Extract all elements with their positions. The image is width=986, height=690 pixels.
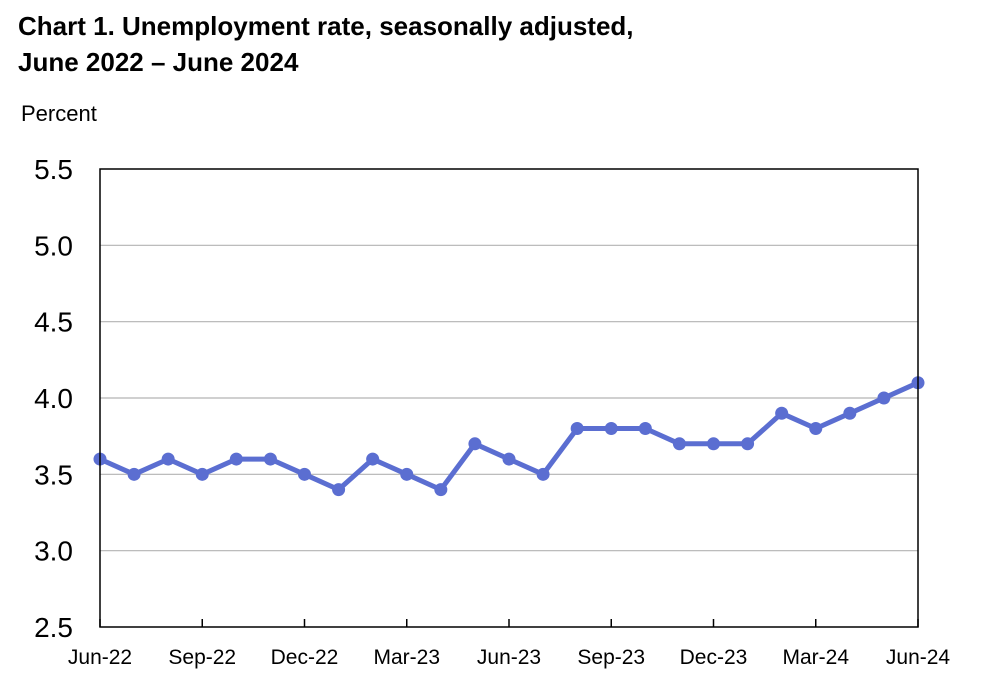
x-axis-ticks: Jun-22 Sep-22 Dec-22 Mar-23 Jun-23 Sep-23 Dec-… (68, 619, 951, 669)
data-point (638, 422, 652, 436)
y-tick-label: 2.5 (34, 612, 73, 643)
data-point (672, 437, 686, 451)
x-tick-label: Mar-24 (782, 646, 849, 669)
chart-title: Chart 1. Unemployment rate, seasonally a… (18, 8, 634, 80)
data-point (843, 406, 857, 420)
plot-area-frame (99, 168, 919, 628)
data-point (400, 467, 414, 481)
x-tick-label: Jun-24 (886, 646, 951, 669)
data-point (366, 452, 380, 466)
data-point (195, 467, 209, 481)
y-axis-ticks: 5.5 5.0 4.5 4.0 3.5 3.0 2.5 (34, 154, 73, 643)
y-tick-label: 5.0 (34, 230, 73, 261)
data-point (229, 452, 243, 466)
data-point (570, 422, 584, 436)
data-point (707, 437, 720, 451)
x-tick-label: Jun-23 (477, 646, 541, 669)
data-point (775, 406, 789, 420)
data-point (263, 452, 277, 466)
data-point (502, 452, 516, 466)
y-tick-label: 4.0 (34, 383, 73, 414)
y-tick-label: 3.0 (34, 536, 73, 567)
x-tick-label: Dec-23 (680, 646, 748, 669)
data-point (877, 391, 891, 405)
data-point (298, 467, 311, 481)
data-point (161, 452, 175, 466)
chart-subtitle: June 2022 – June 2024 (18, 47, 299, 77)
data-point (127, 467, 141, 481)
x-tick-label: Jun-22 (68, 646, 132, 669)
data-point (741, 437, 755, 451)
series-line (97, 380, 921, 493)
y-tick-label: 5.5 (34, 154, 73, 185)
gridlines (100, 244, 918, 552)
x-tick-label: Sep-23 (577, 646, 645, 669)
data-point (536, 467, 550, 481)
data-point (809, 422, 823, 436)
data-point (434, 483, 448, 497)
x-tick-label: Dec-22 (271, 646, 339, 669)
x-tick-label: Sep-22 (168, 646, 236, 669)
data-point (604, 422, 618, 436)
series-unemployment-rate (93, 376, 925, 497)
data-point (332, 483, 346, 497)
y-axis-label: Percent (21, 101, 97, 126)
chart-title-line-1: Chart 1. Unemployment rate, seasonally a… (18, 11, 634, 41)
y-tick-label: 3.5 (34, 459, 73, 490)
x-tick-label: Mar-23 (373, 646, 440, 669)
y-tick-label: 4.5 (34, 307, 73, 338)
data-point (468, 437, 482, 451)
